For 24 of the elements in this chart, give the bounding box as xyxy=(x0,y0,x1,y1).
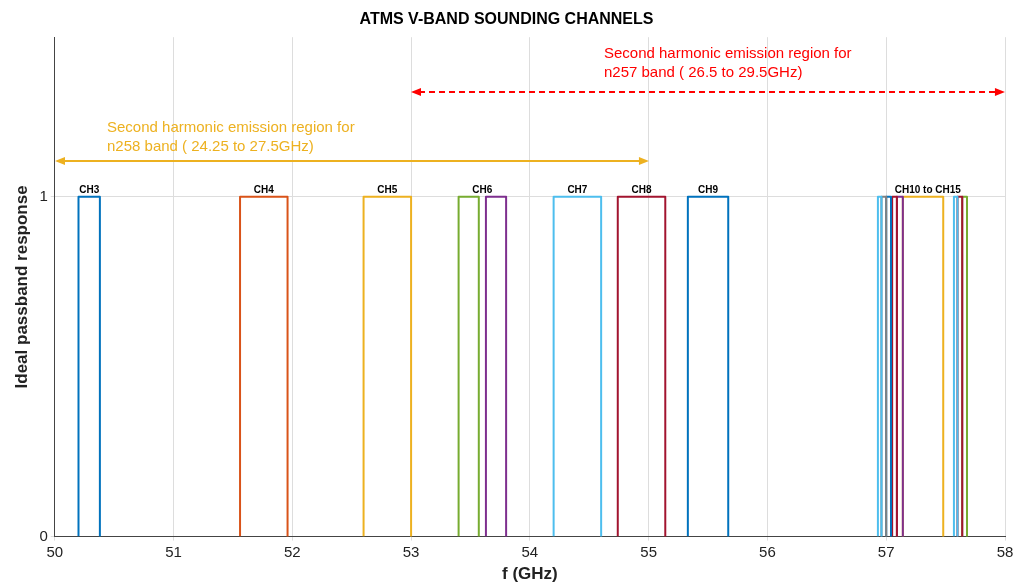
y-tick-label: 0 xyxy=(39,526,48,544)
annotation: CH10 to CH15 xyxy=(894,183,962,195)
x-tick-label: 54 xyxy=(521,542,539,560)
x-tick-label: 50 xyxy=(46,542,64,560)
annotation: CH6 xyxy=(472,183,493,195)
x-tick-label: 56 xyxy=(759,542,776,560)
annotation: CH3 xyxy=(79,183,100,195)
x-tick-label: 55 xyxy=(640,542,657,560)
x-tick-label: 53 xyxy=(402,542,420,560)
x-tick-label: 51 xyxy=(165,542,182,560)
annotation: CH5 xyxy=(377,183,398,195)
y-tick-label: 1 xyxy=(39,187,48,205)
annotation: CH4 xyxy=(253,183,275,195)
annotation: CH8 xyxy=(631,183,652,195)
annotation: CH9 xyxy=(698,183,719,195)
annotation: Second harmonic emission region for n258 band ( 24.25 to 27.5GHz) xyxy=(107,117,355,156)
x-tick-label: 58 xyxy=(996,542,1014,560)
x-tick-label: 57 xyxy=(877,542,895,560)
annotation: Second harmonic emission region for n257 band ( 26.5 to 29.5GHz) xyxy=(603,43,852,82)
x-axis-title: f (GHz) xyxy=(502,564,558,584)
y-axis-title: Ideal passband response xyxy=(11,185,31,389)
chart-title: ATMS V-BAND SOUNDING CHANNELS xyxy=(359,10,654,28)
x-tick-label: 52 xyxy=(283,542,301,560)
annotation: CH7 xyxy=(567,183,588,195)
